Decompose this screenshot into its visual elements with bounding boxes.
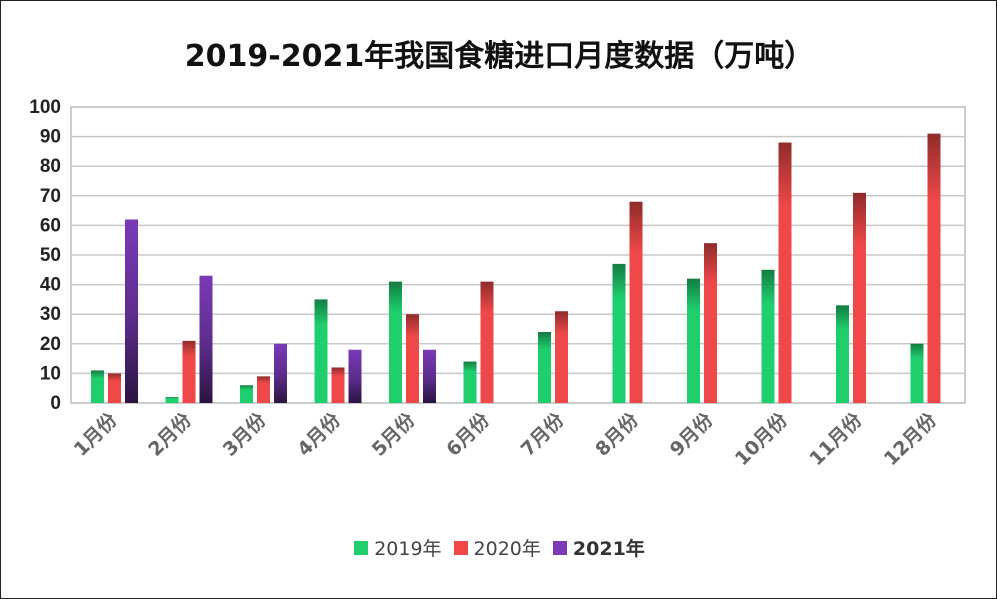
y-tick-label: 40 — [40, 275, 61, 296]
bar-2-2 — [182, 340, 196, 403]
bar-2-1 — [108, 373, 121, 403]
bar-3-1 — [125, 219, 138, 403]
x-tick-label: 10月份 — [730, 408, 793, 471]
x-tick-label: 12月份 — [879, 408, 942, 471]
x-tick-label: 9月份 — [665, 408, 718, 461]
bar-2-8 — [629, 201, 643, 403]
bar-1-2 — [165, 397, 179, 403]
y-tick-label: 100 — [29, 97, 61, 118]
x-axis-ticks: 1月份 2月份 3月份 4月份 5月份 6月份 7月份 8月份 9月份 10月份 11月份 12月份 — [69, 408, 942, 471]
legend-item: 2020年 — [453, 534, 541, 561]
x-tick-label: 6月份 — [442, 408, 495, 461]
bars — [91, 133, 941, 403]
bar-2-9 — [704, 243, 717, 403]
bar-1-7 — [538, 331, 551, 403]
x-tick-label: 7月份 — [516, 408, 569, 461]
legend-item: 2019年 — [354, 534, 442, 561]
bar-1-3 — [240, 385, 253, 403]
bar-1-6 — [463, 361, 477, 403]
legend-item: 2021年 — [552, 534, 645, 561]
legend-swatch — [453, 540, 468, 555]
x-tick-label: 11月份 — [805, 408, 868, 471]
x-tick-label: 8月份 — [591, 408, 644, 461]
bar-3-3 — [274, 343, 287, 403]
bar-2-3 — [257, 376, 270, 403]
y-tick-label: 30 — [40, 304, 61, 325]
y-tick-label: 90 — [40, 127, 61, 148]
x-tick-label: 2月份 — [144, 408, 197, 461]
x-tick-label: 5月份 — [367, 408, 420, 461]
bar-2-11 — [853, 192, 866, 403]
bar-1-4 — [314, 299, 328, 403]
legend-label: 2021年 — [572, 538, 645, 560]
legend-swatch — [354, 540, 369, 555]
bar-2-10 — [778, 142, 792, 403]
y-tick-label: 0 — [50, 393, 61, 414]
bar-3-2 — [199, 275, 213, 403]
bar-1-10 — [761, 269, 775, 403]
bar-1-11 — [836, 305, 849, 403]
legend-swatch — [552, 540, 567, 555]
bar-2-7 — [555, 311, 568, 403]
legend-label: 2020年 — [473, 538, 541, 560]
bar-2-4 — [331, 367, 345, 403]
bar-1-5 — [389, 281, 402, 403]
bar-1-9 — [687, 278, 700, 403]
y-tick-label: 70 — [40, 186, 61, 207]
y-tick-label: 10 — [40, 363, 61, 384]
x-tick-label: 4月份 — [293, 408, 346, 461]
bar-2-5 — [406, 314, 419, 403]
gridlines — [70, 106, 966, 404]
y-tick-label: 80 — [40, 156, 61, 177]
bar-2-12 — [927, 133, 941, 403]
bar-1-8 — [612, 263, 626, 403]
y-tick-label: 20 — [40, 334, 61, 355]
x-tick-label: 1月份 — [69, 408, 122, 461]
bar-1-1 — [91, 370, 104, 403]
chart-title: 2019-2021年我国食糖进口月度数据（万吨） — [184, 39, 815, 74]
bar-1-12 — [910, 343, 924, 403]
bar-3-5 — [423, 349, 436, 403]
bar-3-4 — [348, 349, 362, 403]
y-tick-label: 50 — [40, 245, 61, 266]
y-axis-ticks: 0 10 20 30 40 50 60 70 80 90 100 — [29, 97, 61, 414]
legend-label: 2019年 — [374, 538, 442, 560]
bar-2-6 — [480, 281, 494, 403]
y-tick-label: 60 — [40, 215, 61, 236]
legend: 2019年 2020年 2021年 — [1, 534, 997, 561]
x-tick-label: 3月份 — [218, 408, 271, 461]
